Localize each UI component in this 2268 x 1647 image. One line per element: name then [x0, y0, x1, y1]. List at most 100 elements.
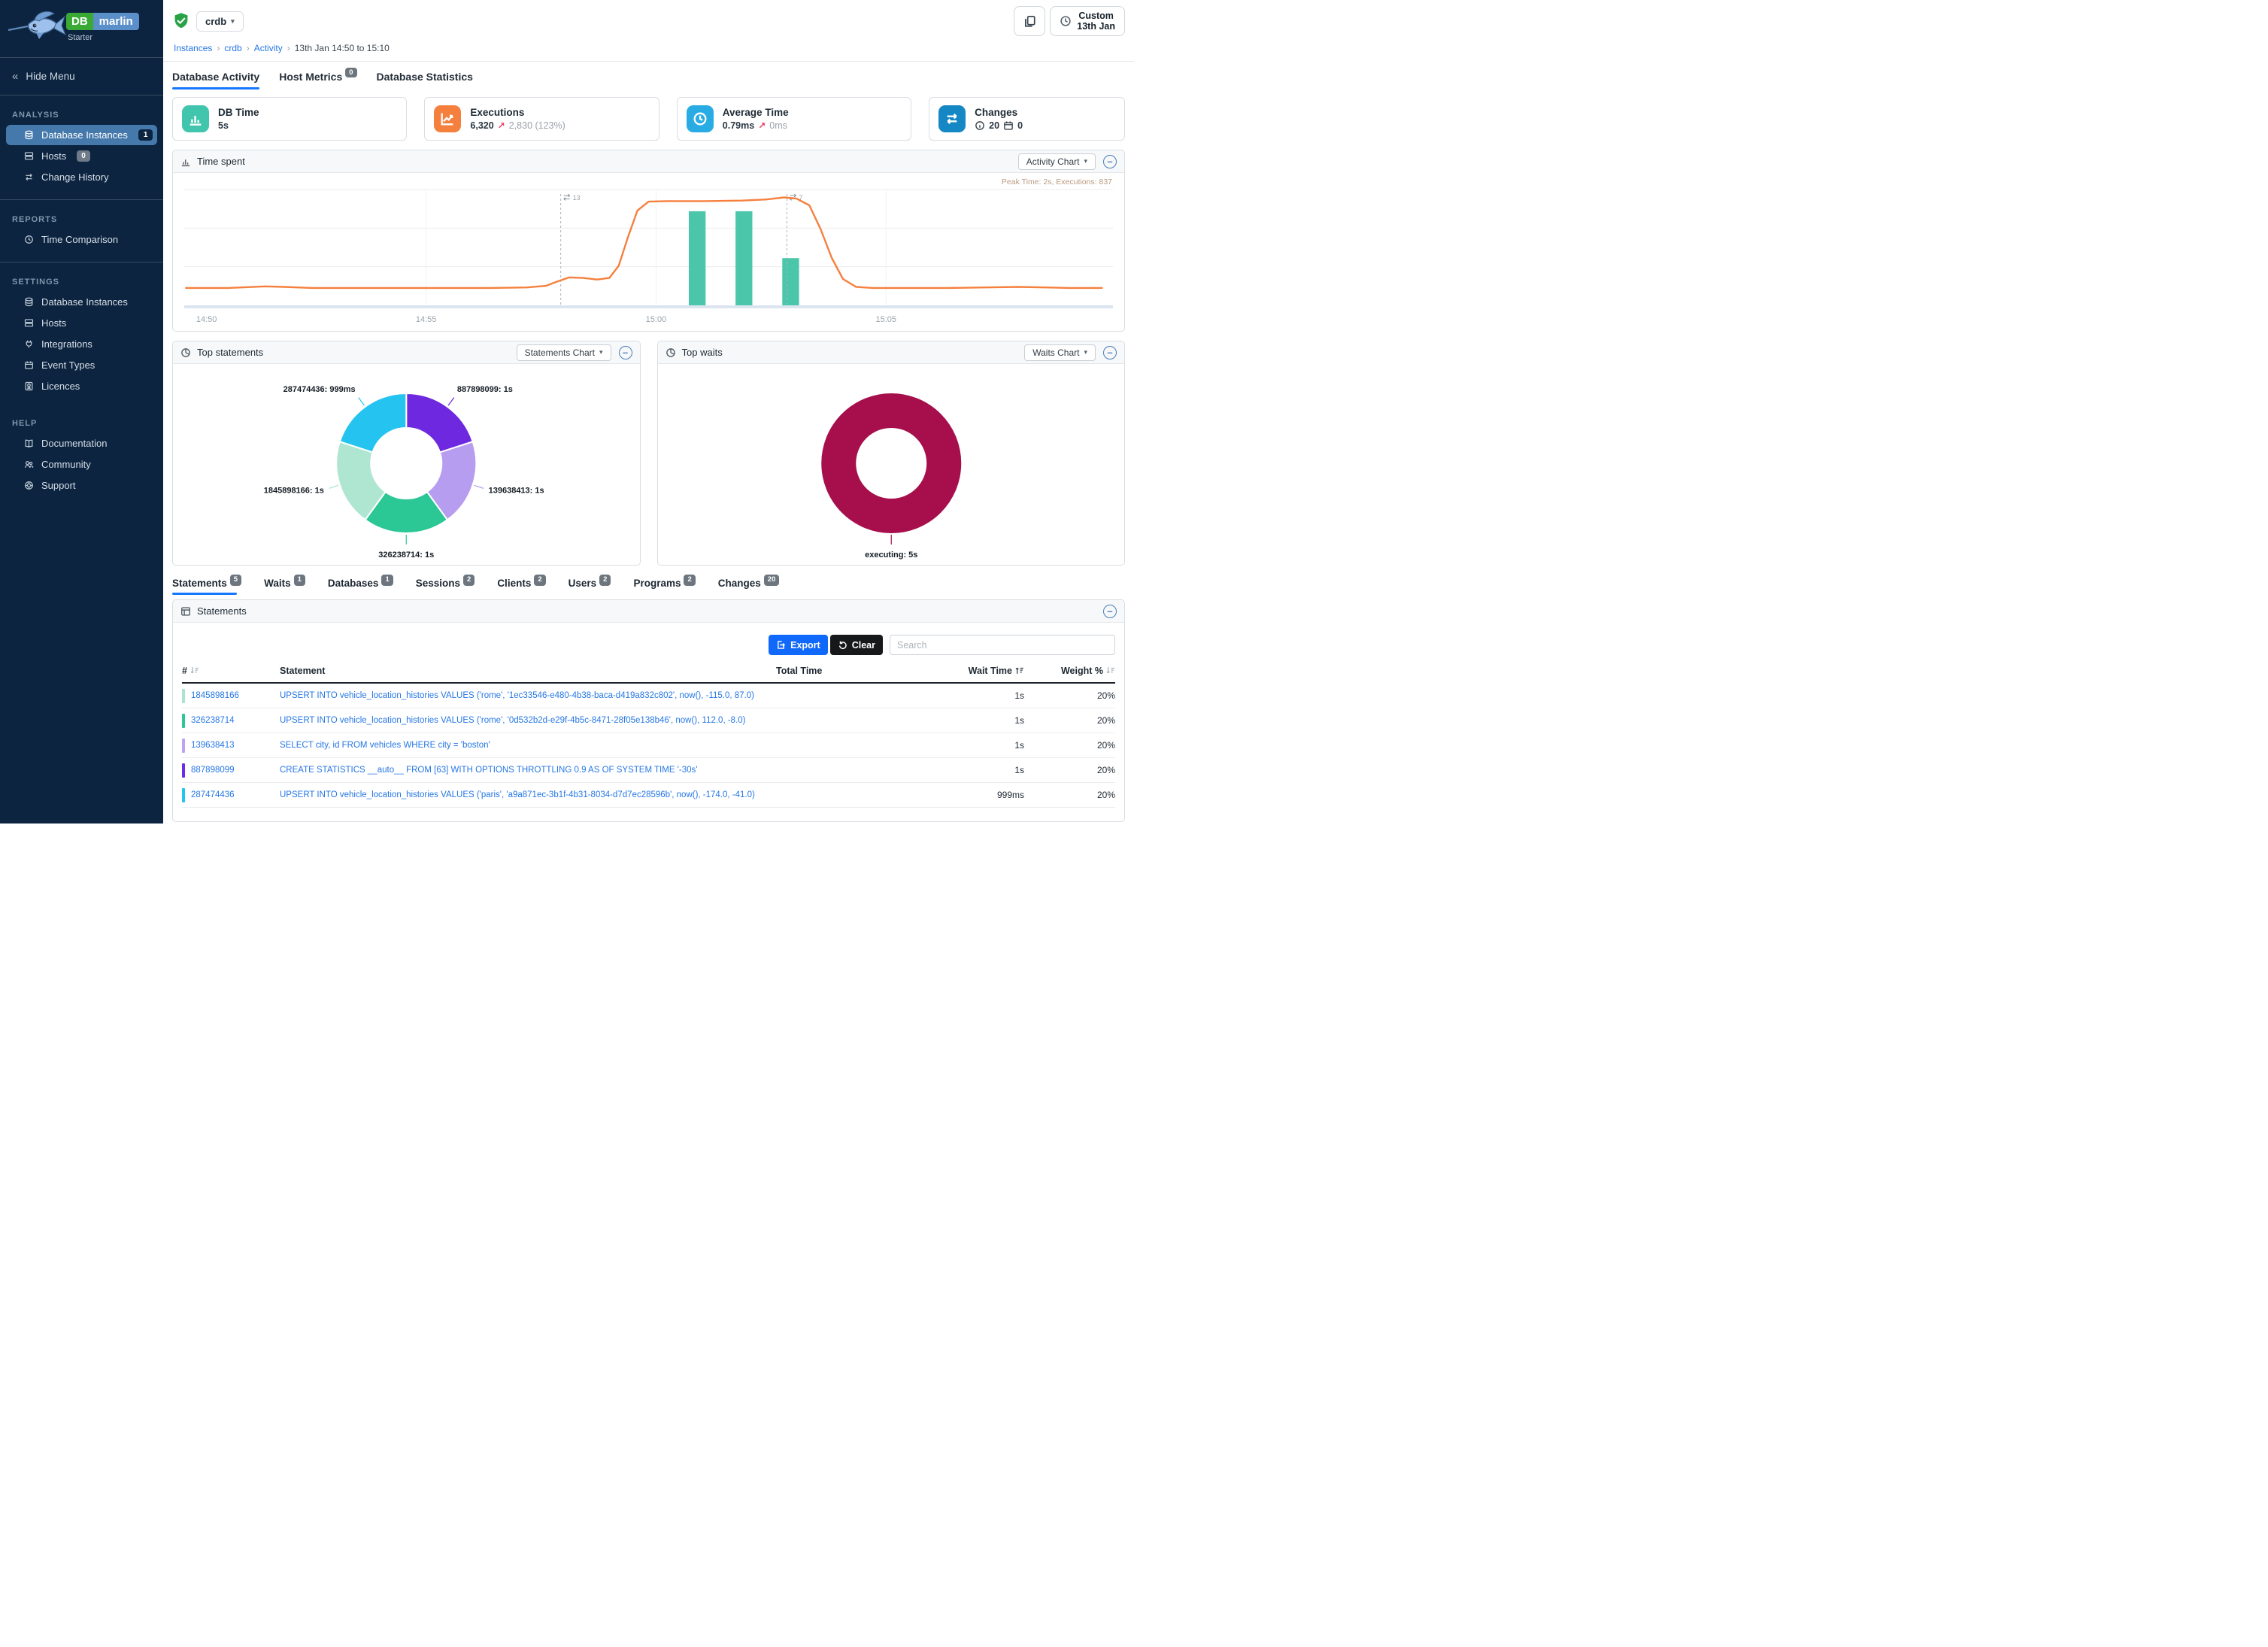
divider	[0, 57, 163, 58]
instance-dropdown[interactable]: crdb ▾	[196, 11, 244, 32]
tab-users[interactable]: Users 2	[569, 575, 611, 595]
waits-chart-dropdown[interactable]: Waits Chart ▾	[1024, 344, 1096, 361]
collapse-panel-button[interactable]: –	[1103, 604, 1117, 618]
statement-id-link[interactable]: 287474436	[191, 790, 235, 799]
tab-waits[interactable]: Waits 1	[264, 575, 305, 595]
swap-arrows-icon	[938, 105, 966, 132]
statement-id-link[interactable]: 887898099	[191, 766, 235, 775]
tab-database-statistics[interactable]: Database Statistics	[377, 71, 473, 89]
range-date: 13th Jan	[1077, 21, 1115, 32]
count-badge: 20	[763, 575, 780, 586]
dropdown-label: Activity Chart	[1026, 156, 1080, 167]
info-change-count: 20	[989, 120, 1000, 131]
statement-color-bar	[182, 688, 185, 703]
chevron-down-icon: ▾	[231, 17, 235, 25]
sidebar-item-change-history[interactable]: Change History	[6, 167, 157, 187]
copy-link-button[interactable]	[1014, 6, 1046, 36]
sidebar-item-support[interactable]: Support	[6, 475, 157, 496]
sidebar-item-integrations[interactable]: Integrations	[6, 334, 157, 354]
card-title: Changes	[975, 107, 1018, 118]
undo-icon	[838, 640, 847, 650]
tab-label: Clients	[497, 578, 532, 589]
activity-chart-dropdown[interactable]: Activity Chart ▾	[1017, 153, 1096, 170]
sidebar-item-settings-hosts[interactable]: Hosts	[6, 313, 157, 333]
count-badge: 0	[77, 150, 90, 162]
tab-changes[interactable]: Changes 20	[718, 575, 780, 595]
card-average-time: Average Time 0.79ms ↗ 0ms	[676, 97, 912, 141]
statement-sql-link[interactable]: UPSERT INTO vehicle_location_histories V…	[280, 790, 755, 799]
sidebar-item-community[interactable]: Community	[6, 454, 157, 475]
tab-host-metrics[interactable]: Host Metrics 0	[279, 68, 357, 89]
breadcrumb-crdb[interactable]: crdb	[224, 43, 242, 53]
card-db-time: DB Time 5s	[172, 97, 408, 141]
breadcrumb: Instances › crdb › Activity › 13th Jan 1…	[172, 36, 1125, 61]
clock-icon	[686, 105, 714, 132]
breadcrumb-separator: ›	[287, 43, 290, 53]
column-header-statement[interactable]: Statement	[280, 666, 326, 676]
svg-text:14:55: 14:55	[416, 315, 437, 324]
clear-button[interactable]: Clear	[829, 635, 883, 655]
card-value: 6,320	[470, 120, 494, 131]
event-change-count: 0	[1017, 120, 1023, 131]
tab-databases[interactable]: Databases 1	[328, 575, 393, 595]
instance-name: crdb	[205, 15, 227, 27]
statements-chart-dropdown[interactable]: Statements Chart ▾	[516, 344, 611, 361]
detail-tabs: Statements 5 Waits 1 Databases 1 Sessions 2 …	[172, 575, 1125, 595]
tab-clients[interactable]: Clients 2	[497, 575, 546, 595]
panel-title: Time spent	[197, 156, 245, 167]
sidebar-item-database-instances[interactable]: Database Instances 1	[6, 125, 157, 145]
column-header-wait-time[interactable]: Wait Time	[889, 666, 1024, 676]
pie-chart-icon	[180, 347, 191, 358]
table-row: 1845898166 UPSERT INTO vehicle_location_…	[182, 684, 1115, 708]
column-header-number[interactable]: #	[182, 666, 280, 676]
time-range-button[interactable]: Custom 13th Jan	[1050, 6, 1125, 36]
double-chevron-left-icon: «	[12, 70, 19, 83]
search-input[interactable]	[890, 635, 1115, 655]
statement-sql-link[interactable]: SELECT city, id FROM vehicles WHERE city…	[280, 741, 490, 750]
table-row: 139638413 SELECT city, id FROM vehicles …	[182, 733, 1115, 758]
svg-text:1845898166: 1s: 1845898166: 1s	[264, 487, 324, 496]
column-header-weight[interactable]: Weight %	[1024, 666, 1115, 676]
calendar-icon	[1003, 120, 1014, 131]
collapse-panel-button[interactable]: –	[1103, 154, 1117, 168]
brand-marlin: marlin	[92, 13, 139, 30]
sidebar-item-time-comparison[interactable]: Time Comparison	[6, 229, 157, 250]
statement-color-bar	[182, 787, 185, 802]
sidebar-section-analysis: ANALYSIS Database Instances 1 Hosts 0 Ch…	[0, 106, 163, 187]
tab-programs[interactable]: Programs 2	[633, 575, 696, 595]
sidebar-item-settings-database-instances[interactable]: Database Instances	[6, 292, 157, 312]
plug-icon	[24, 339, 34, 349]
tab-statements[interactable]: Statements 5	[172, 575, 242, 595]
breadcrumb-instances[interactable]: Instances	[174, 43, 213, 53]
card-title: Average Time	[722, 107, 789, 118]
sidebar-item-documentation[interactable]: Documentation	[6, 433, 157, 453]
pie-chart-icon	[666, 347, 676, 358]
card-value: 5s	[218, 120, 229, 131]
sidebar-section-reports: REPORTS Time Comparison	[0, 211, 163, 250]
sidebar-item-hosts[interactable]: Hosts 0	[6, 146, 157, 166]
brand-wordmark: DB marlin	[66, 13, 139, 30]
tab-database-activity[interactable]: Database Activity	[172, 71, 260, 89]
count-badge: 1	[381, 575, 393, 586]
collapse-panel-button[interactable]: –	[1103, 345, 1117, 359]
sidebar-item-licences[interactable]: Licences	[6, 376, 157, 396]
collapse-panel-button[interactable]: –	[618, 345, 632, 359]
statement-id-link[interactable]: 139638413	[191, 741, 235, 750]
sidebar-item-event-types[interactable]: Event Types	[6, 355, 157, 375]
export-button[interactable]: Export	[769, 635, 828, 655]
statement-sql-link[interactable]: UPSERT INTO vehicle_location_histories V…	[280, 716, 746, 725]
statement-id-link[interactable]: 1845898166	[191, 691, 239, 700]
weight-value: 20%	[1096, 740, 1115, 751]
panel-header: Statements –	[173, 600, 1124, 623]
hide-menu-button[interactable]: « Hide Menu	[0, 62, 163, 90]
breadcrumb-current: 13th Jan 14:50 to 15:10	[294, 43, 390, 53]
tab-label: Statements	[172, 578, 227, 589]
main-content: crdb ▾ Custom 13th Jan	[163, 0, 1134, 824]
statement-sql-link[interactable]: UPSERT INTO vehicle_location_histories V…	[280, 691, 754, 700]
statements-panel: Statements – Export Clear	[172, 599, 1125, 822]
tab-sessions[interactable]: Sessions 2	[416, 575, 475, 595]
statement-sql-link[interactable]: CREATE STATISTICS __auto__ FROM [63] WIT…	[280, 766, 698, 775]
column-header-total-time[interactable]: Total Time	[776, 666, 823, 676]
statement-id-link[interactable]: 326238714	[191, 716, 235, 725]
breadcrumb-activity[interactable]: Activity	[253, 43, 283, 53]
